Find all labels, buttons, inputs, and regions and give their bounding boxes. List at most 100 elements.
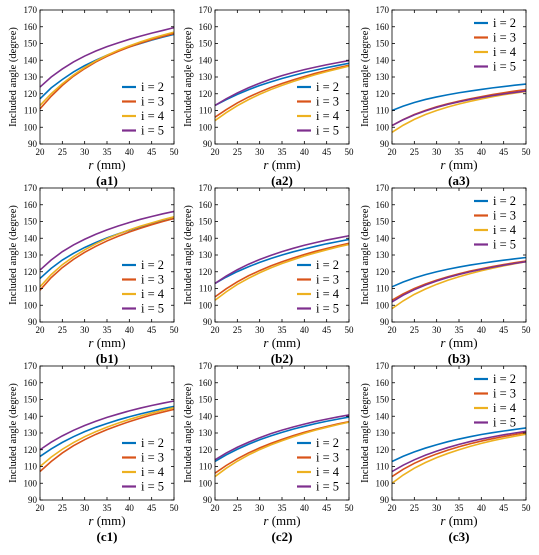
series-line-b2-4	[214, 243, 350, 301]
x-tick-label: 20	[388, 325, 398, 335]
legend-label-b1-4: i = 4	[141, 287, 165, 301]
x-tick-label: 40	[125, 503, 135, 513]
panel-caption: (a2)	[271, 173, 293, 188]
y-tick-label: 130	[24, 428, 38, 438]
x-tick-label: 20	[36, 325, 46, 335]
x-axis-label: r (mm)	[440, 513, 477, 528]
y-axis-label: Included angle (degree)	[8, 383, 19, 483]
subplot-a1: 20 25 30 35 40 45 50 90 100 110 120 130 140 150 160 170…	[8, 5, 179, 188]
series-line-b2-2	[214, 238, 350, 285]
series-line-b2-3	[214, 242, 350, 298]
series-line-a2-2	[214, 62, 350, 107]
y-tick-label: 170	[24, 361, 38, 371]
x-tick-label: 25	[233, 325, 243, 335]
legend-label-b1-3: i = 3	[141, 273, 164, 287]
y-tick-label: 160	[24, 200, 38, 210]
y-tick-label: 150	[376, 217, 390, 227]
x-tick-label: 35	[455, 503, 465, 513]
panel-caption: (a3)	[448, 173, 470, 188]
y-tick-label: 130	[376, 250, 390, 260]
x-axis-label-unit: (mm)	[445, 513, 477, 528]
x-axis-label-unit: (mm)	[445, 335, 477, 350]
legend-label-b2-4: i = 4	[316, 287, 340, 301]
series-line-a3-5	[391, 90, 527, 127]
x-tick-label: 50	[522, 503, 532, 513]
legend-label-b3-3: i = 3	[493, 209, 516, 223]
x-tick-label: 30	[80, 503, 90, 513]
y-tick-label: 90	[28, 317, 38, 327]
caption-id: b1	[100, 351, 114, 366]
y-tick-label: 90	[203, 139, 213, 149]
x-axis-label-var: r	[263, 157, 269, 172]
caption-close-paren: )	[289, 173, 293, 188]
y-tick-label: 150	[199, 395, 213, 405]
caption-id: c2	[276, 529, 288, 544]
x-tick-label: 40	[125, 147, 135, 157]
y-tick-label: 110	[376, 462, 390, 472]
y-tick-label: 130	[24, 72, 38, 82]
y-tick-label: 100	[199, 478, 213, 488]
y-tick-label: 130	[24, 250, 38, 260]
legend-label-a1-5: i = 5	[141, 124, 164, 138]
x-axis-label-var: r	[88, 513, 94, 528]
x-tick-label: 45	[499, 503, 509, 513]
x-tick-label: 35	[278, 325, 288, 335]
legend-label-c2-4: i = 4	[316, 465, 340, 479]
y-tick-label: 120	[199, 89, 213, 99]
legend-label-a3-3: i = 3	[493, 31, 516, 45]
caption-close-paren: )	[289, 351, 293, 366]
y-tick-label: 140	[24, 233, 38, 243]
series-line-c3-2	[391, 427, 527, 463]
y-tick-label: 90	[380, 139, 390, 149]
x-tick-label: 50	[170, 325, 180, 335]
x-axis-label-unit: (mm)	[268, 335, 300, 350]
subplot-a2: 20 25 30 35 40 45 50 90 100 110 120 130 140 150 160 170…	[183, 5, 354, 188]
y-tick-label: 150	[24, 217, 38, 227]
series-line-b3-4	[391, 260, 527, 310]
y-tick-label: 120	[199, 267, 213, 277]
caption-close-paren: )	[465, 529, 469, 544]
subplot-b3: 20 25 30 35 40 45 50 90 100 110 120 130 140 150 160 170…	[360, 183, 531, 366]
caption-id: a3	[453, 173, 467, 188]
y-axis-label: Included angle (degree)	[360, 205, 371, 305]
y-tick-label: 110	[376, 106, 390, 116]
x-axis-label-var: r	[263, 335, 269, 350]
subplot-b1: 20 25 30 35 40 45 50 90 100 110 120 130 140 150 160 170…	[8, 183, 179, 366]
series-line-c1-4	[39, 406, 175, 468]
panel-caption: (b1)	[96, 351, 118, 366]
legend-label-c2-3: i = 3	[316, 451, 339, 465]
y-tick-label: 100	[24, 478, 38, 488]
y-tick-label: 140	[199, 411, 213, 421]
y-tick-label: 170	[199, 361, 213, 371]
x-axis-label: r (mm)	[440, 157, 477, 172]
x-axis-label: r (mm)	[88, 335, 125, 350]
x-tick-label: 20	[388, 147, 398, 157]
y-tick-label: 90	[28, 495, 38, 505]
x-axis-label-unit: (mm)	[268, 513, 300, 528]
x-tick-label: 20	[36, 503, 46, 513]
legend-label-a1-4: i = 4	[141, 109, 165, 123]
legend-label-c1-3: i = 3	[141, 451, 164, 465]
y-tick-label: 160	[24, 378, 38, 388]
y-tick-label: 90	[380, 495, 390, 505]
y-tick-label: 140	[376, 55, 390, 65]
y-tick-label: 100	[376, 122, 390, 132]
series-line-c3-5	[391, 430, 527, 473]
y-tick-label: 120	[376, 267, 390, 277]
x-tick-label: 35	[455, 147, 465, 157]
legend-label-c3-2: i = 2	[493, 372, 516, 386]
x-tick-label: 25	[410, 503, 420, 513]
y-tick-label: 120	[24, 89, 38, 99]
x-tick-label: 25	[410, 147, 420, 157]
caption-close-paren: )	[114, 173, 118, 188]
series-line-c2-4	[214, 421, 350, 478]
y-tick-label: 110	[24, 284, 38, 294]
x-axis-label-var: r	[440, 513, 446, 528]
y-tick-label: 170	[24, 183, 38, 193]
y-tick-label: 130	[199, 250, 213, 260]
legend-label-b2-2: i = 2	[316, 258, 339, 272]
y-tick-label: 90	[203, 317, 213, 327]
series-line-a1-4	[39, 31, 175, 107]
caption-close-paren: )	[113, 529, 117, 544]
